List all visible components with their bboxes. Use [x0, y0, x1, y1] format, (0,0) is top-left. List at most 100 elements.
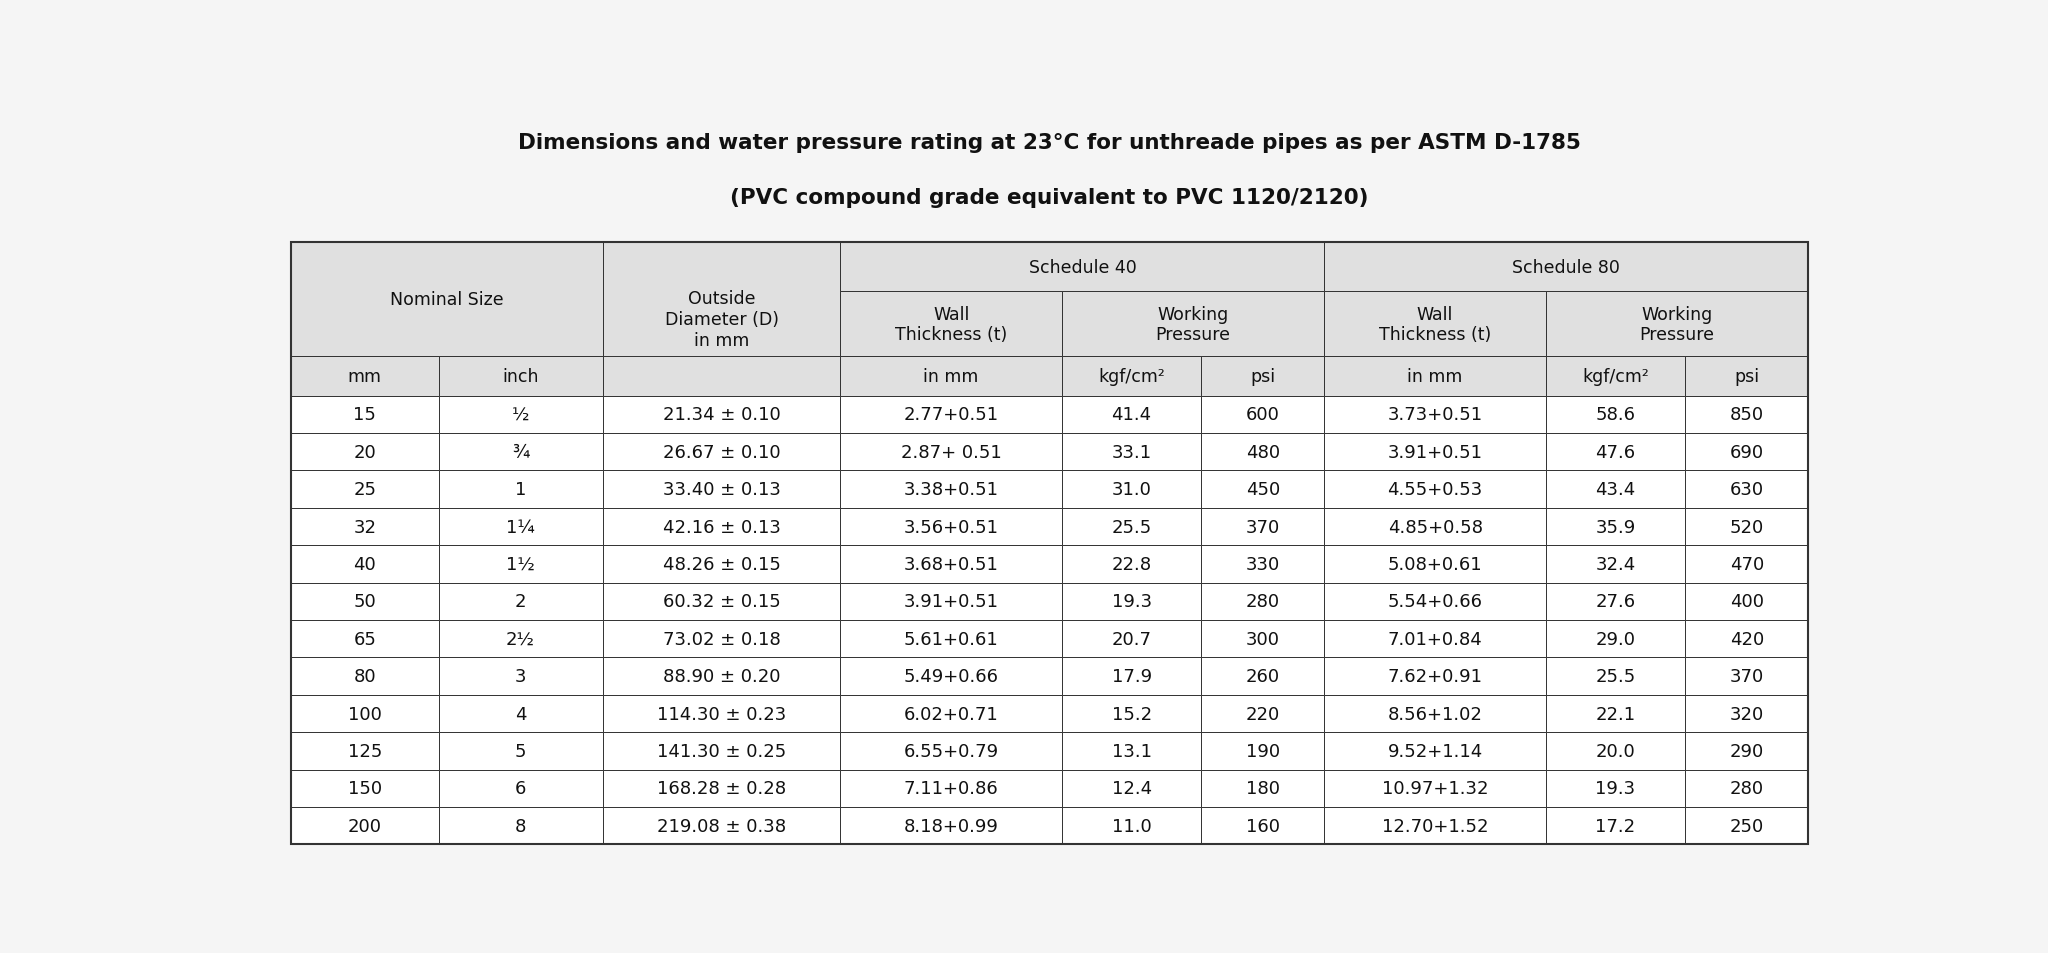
Text: 42.16 ± 0.13: 42.16 ± 0.13 [664, 518, 780, 536]
Text: 32: 32 [352, 518, 377, 536]
Text: 17.2: 17.2 [1595, 817, 1636, 835]
Text: 8: 8 [514, 817, 526, 835]
Text: 43.4: 43.4 [1595, 480, 1636, 498]
Bar [840, 658, 1063, 695]
Bar [1063, 396, 1202, 434]
Bar [438, 546, 602, 583]
Text: 6: 6 [514, 780, 526, 798]
Bar [602, 396, 840, 434]
Text: 690: 690 [1731, 443, 1763, 461]
Bar [840, 396, 1063, 434]
Text: Working
Pressure: Working Pressure [1640, 305, 1714, 344]
Bar [1325, 658, 1546, 695]
Bar [1325, 434, 1546, 471]
Bar [1325, 620, 1546, 658]
Bar [1686, 733, 1808, 770]
Bar [602, 546, 840, 583]
Bar [438, 658, 602, 695]
Text: 7.11+0.86: 7.11+0.86 [903, 780, 999, 798]
Bar [291, 243, 602, 357]
Text: kgf/cm²: kgf/cm² [1583, 368, 1649, 386]
Bar [602, 658, 840, 695]
Text: 300: 300 [1245, 630, 1280, 648]
Text: 47.6: 47.6 [1595, 443, 1636, 461]
Text: mm: mm [348, 368, 381, 386]
Text: 520: 520 [1731, 518, 1763, 536]
Bar [1202, 508, 1325, 546]
Bar [1202, 733, 1325, 770]
Bar [1202, 434, 1325, 471]
Bar [840, 770, 1063, 807]
Bar [602, 770, 840, 807]
Bar [1063, 508, 1202, 546]
Bar [438, 733, 602, 770]
Text: 850: 850 [1731, 406, 1763, 424]
Text: 32.4: 32.4 [1595, 556, 1636, 574]
Text: 168.28 ± 0.28: 168.28 ± 0.28 [657, 780, 786, 798]
Bar [1063, 293, 1325, 357]
Bar [291, 546, 438, 583]
Bar [1325, 508, 1546, 546]
Text: 26.67 ± 0.10: 26.67 ± 0.10 [664, 443, 780, 461]
Bar [438, 807, 602, 844]
Text: 2.87+ 0.51: 2.87+ 0.51 [901, 443, 1001, 461]
Text: 7.01+0.84: 7.01+0.84 [1389, 630, 1483, 648]
Bar [1325, 583, 1546, 620]
Bar [1686, 508, 1808, 546]
Text: 31.0: 31.0 [1112, 480, 1151, 498]
Text: 400: 400 [1731, 593, 1763, 611]
Bar [438, 508, 602, 546]
Text: 1¼: 1¼ [506, 518, 535, 536]
Bar [1546, 658, 1686, 695]
Bar [291, 583, 438, 620]
Bar [840, 695, 1063, 733]
Text: 3.38+0.51: 3.38+0.51 [903, 480, 999, 498]
Text: 3.68+0.51: 3.68+0.51 [903, 556, 999, 574]
Bar [438, 396, 602, 434]
Text: 114.30 ± 0.23: 114.30 ± 0.23 [657, 705, 786, 722]
Text: 420: 420 [1731, 630, 1763, 648]
Bar [1202, 770, 1325, 807]
Bar [1063, 434, 1202, 471]
Bar [1325, 357, 1546, 396]
Text: 450: 450 [1245, 480, 1280, 498]
Text: 370: 370 [1245, 518, 1280, 536]
Text: 160: 160 [1245, 817, 1280, 835]
Bar [438, 434, 602, 471]
Text: 5.08+0.61: 5.08+0.61 [1389, 556, 1483, 574]
Bar [602, 434, 840, 471]
Text: Wall
Thickness (t): Wall Thickness (t) [895, 305, 1008, 344]
Bar [840, 583, 1063, 620]
Text: 3.73+0.51: 3.73+0.51 [1389, 406, 1483, 424]
Bar [1546, 770, 1686, 807]
Bar [1063, 658, 1202, 695]
Text: Dimensions and water pressure rating at 23°C for unthreade pipes as per ASTM D-1: Dimensions and water pressure rating at … [518, 132, 1581, 152]
Bar [840, 243, 1325, 293]
Bar [840, 357, 1063, 396]
Bar [1546, 807, 1686, 844]
Bar [291, 243, 1808, 844]
Bar [1325, 471, 1546, 508]
Bar [291, 658, 438, 695]
Text: 9.52+1.14: 9.52+1.14 [1386, 742, 1483, 760]
Text: 2: 2 [514, 593, 526, 611]
Bar [1686, 658, 1808, 695]
Bar [1063, 620, 1202, 658]
Text: 15.2: 15.2 [1112, 705, 1151, 722]
Text: 27.6: 27.6 [1595, 593, 1636, 611]
Bar [1325, 396, 1546, 434]
Bar [602, 807, 840, 844]
Text: 1: 1 [514, 480, 526, 498]
Text: psi: psi [1735, 368, 1759, 386]
Bar [1546, 434, 1686, 471]
Bar [291, 434, 438, 471]
Bar [291, 807, 438, 844]
Text: 4.85+0.58: 4.85+0.58 [1389, 518, 1483, 536]
Text: 25.5: 25.5 [1112, 518, 1151, 536]
Bar [291, 620, 438, 658]
Text: 290: 290 [1731, 742, 1763, 760]
Bar [1546, 733, 1686, 770]
Text: Wall
Thickness (t): Wall Thickness (t) [1378, 305, 1491, 344]
Text: 220: 220 [1245, 705, 1280, 722]
Text: 3: 3 [514, 667, 526, 685]
